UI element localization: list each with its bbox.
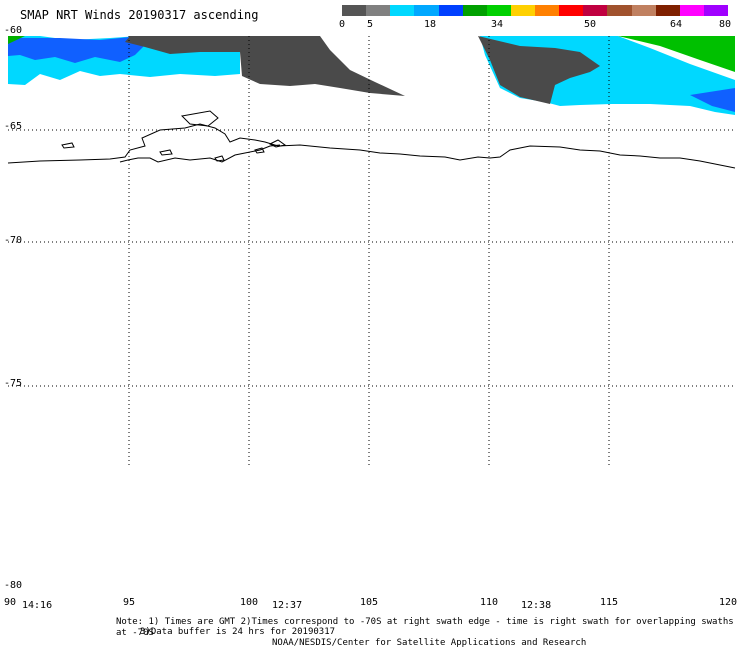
antarctic-coastline [7,110,736,169]
swath-time-2: 12:37 [272,600,303,611]
lon-label-105: 105 [359,597,379,608]
colorbar-segment [462,5,487,16]
swath-time-3: 12:38 [521,600,552,611]
colorbar-segment [366,5,391,16]
lat-label-70: -70 [4,235,23,246]
colorbar-tick-label: 34 [490,19,504,30]
colorbar-tick-label: 80 [718,19,732,30]
colorbar-tick-label: 0 [338,19,346,30]
colorbar-segment [342,5,367,16]
lon-label-100: 100 [239,597,259,608]
colorbar-ticks: 0 5 18 34 50 64 80 [338,19,732,31]
colorbar-segment [631,5,656,16]
lat-label-80: -80 [4,580,23,591]
colorbar-segment [510,5,535,16]
colorbar-tick-label: 50 [583,19,597,30]
colorbar-segment [559,5,584,16]
colorbar-segment [390,5,415,16]
lon-label-115: 115 [599,597,619,608]
note-line-1: Note: 1) Times are GMT 2)Times correspon… [116,617,734,638]
lon-label-95: 95 [122,597,136,608]
colorbar-segment [679,5,704,16]
colorbar-segment [655,5,680,16]
colorbar-segment [486,5,511,16]
note-line-3: NOAA/NESDIS/Center for Satellite Applica… [272,638,587,648]
colorbar-segment [414,5,439,16]
map-title: SMAP NRT Winds 20190317 ascending [20,8,259,22]
colorbar-tick-label: 18 [423,19,437,30]
colorbar-tick-label: 64 [669,19,683,30]
colorbar-tick-label: 5 [366,19,374,30]
swath-time-1: 14:16 [22,600,53,611]
lon-label-90: 90 [3,597,17,608]
colorbar-segment [703,5,728,16]
wind-swath-right [478,36,735,115]
colorbar-segment [535,5,560,16]
lon-label-110: 110 [479,597,499,608]
lat-label-65: -65 [4,121,23,132]
colorbar-segment [607,5,632,16]
colorbar-segment [583,5,608,16]
wind-swath-left [8,36,405,96]
lat-label-75: -75 [4,378,23,389]
wind-speed-colorbar [342,5,728,16]
note-line-2: 3)Data buffer is 24 hrs for 20190317 [140,627,336,637]
lat-label-60: -60 [4,25,23,36]
colorbar-segment [438,5,463,16]
lon-label-120: 120 [718,597,738,608]
